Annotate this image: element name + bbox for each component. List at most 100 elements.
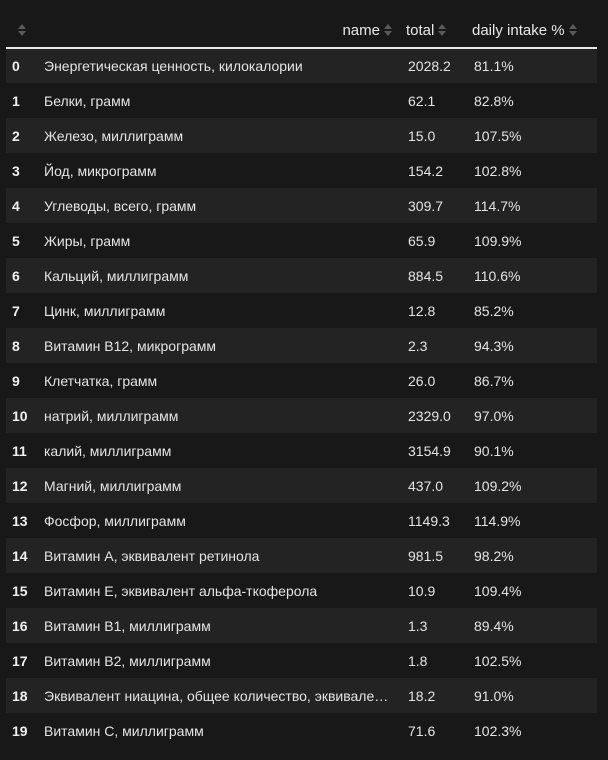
row-daily-intake-cell: 91.0% [474,687,514,704]
row-total-cell: 437.0 [408,477,444,494]
row-daily-intake-cell: 85.2% [474,302,514,319]
row-total-cell: 154.2 [408,162,444,179]
row-total-cell: 2028.2 [408,58,451,74]
table-row: 8 Витамин B12, микрограмм 2.3 94.3% [6,328,597,363]
total-header-label: total [406,22,435,39]
row-index: 8 [12,337,20,354]
total-column-header[interactable]: total [400,14,466,49]
table-row: 17 Витамин B2, миллиграмм 1.8 102.5% [6,643,597,678]
row-daily-intake-cell: 98.2% [474,547,514,564]
row-index: 11 [12,442,27,459]
row-name-cell: Кальций, миллиграмм [44,267,189,284]
row-name-cell: Клетчатка, грамм [44,372,158,389]
row-total-cell: 65.9 [408,232,436,249]
row-name-cell: Фосфор, миллиграмм [44,512,186,529]
row-total-cell: 15.0 [408,127,436,144]
sort-arrows-icon[interactable] [384,24,392,36]
row-index: 9 [12,372,20,389]
row-total-cell: 62.1 [408,92,436,109]
row-daily-intake-cell: 81.1% [474,58,514,74]
table-row: 18 Эквивалент ниацина, общее количество, … [6,678,597,713]
row-daily-intake-cell: 114.7% [474,197,521,214]
row-name-cell: Железо, миллиграмм [44,127,184,144]
row-total-cell: 309.7 [408,197,444,214]
daily-intake-column-header[interactable]: daily intake % [466,14,597,49]
table-row: 3 Йод, микрограмм 154.2 102.8% [6,153,597,188]
row-name-cell: Магний, миллиграмм [44,477,182,494]
row-index: 7 [12,302,20,319]
row-name-cell: Витамин B1, миллиграмм [44,617,211,634]
row-name-cell: Витамин Е, эквивалент альфа-ткоферола [44,582,318,599]
table-row: 7 Цинк, миллиграмм 12.8 85.2% [6,293,597,328]
row-daily-intake-cell: 82.8% [474,92,514,109]
table-header: name total daily intake % [6,14,597,49]
row-total-cell: 18.2 [408,687,436,704]
index-column-header[interactable] [6,14,36,49]
table-row: 16 Витамин B1, миллиграмм 1.3 89.4% [6,608,597,643]
row-daily-intake-cell: 89.4% [474,617,514,634]
row-total-cell: 71.6 [408,722,436,739]
sort-arrows-icon[interactable] [568,24,577,36]
row-index: 3 [12,162,20,179]
row-index: 16 [12,617,28,634]
table-row: 15 Витамин Е, эквивалент альфа-ткоферола 1… [6,573,597,608]
row-total-cell: 2329.0 [408,407,451,424]
table-row: 11 калий, миллиграмм 3154.9 90.1% [6,433,597,468]
row-daily-intake-cell: 102.3% [474,722,522,739]
row-index: 2 [12,127,20,144]
row-daily-intake-cell: 86.7% [474,372,514,389]
row-index: 10 [12,407,28,424]
sort-arrows-icon[interactable] [438,24,447,36]
row-total-cell: 26.0 [408,372,436,389]
row-name-cell: Йод, микрограмм [44,162,157,179]
row-name-cell: Белки, грамм [44,92,131,109]
table-row: 12 Магний, миллиграмм 437.0 109.2% [6,468,597,503]
table-row: 19 Витамин C, миллиграмм 71.6 102.3% [6,713,597,748]
table-row: 0 Энергетическая ценность, килокалории 202… [6,48,597,83]
row-index: 12 [12,477,28,494]
row-index: 15 [12,582,28,599]
row-daily-intake-cell: 102.5% [474,652,522,669]
row-index: 0 [12,58,20,74]
row-index: 1 [12,92,20,109]
row-total-cell: 1149.3 [408,512,450,529]
table-row: 14 Витамин А, эквивалент ретинола 981.5 98.… [6,538,597,573]
header-row: name total daily intake % [6,14,597,49]
row-daily-intake-cell: 109.4% [474,582,522,599]
row-daily-intake-cell: 94.3% [474,337,514,354]
sort-arrows-icon[interactable] [18,24,26,36]
row-index: 19 [12,722,28,739]
row-daily-intake-cell: 114.9% [474,512,521,529]
row-daily-intake-cell: 90.1% [474,442,514,459]
data-table: name total daily intake % 0 Энергетическа… [6,14,597,748]
row-index: 5 [12,232,20,249]
row-daily-intake-cell: 110.6% [474,267,521,284]
row-daily-intake-cell: 107.5% [474,127,522,144]
row-index: 17 [12,652,28,669]
name-header-label: name [342,22,380,39]
name-column-header[interactable]: name [36,14,400,49]
row-name-cell: Витамин B12, микрограмм [44,337,217,354]
row-name-cell: калий, миллиграмм [44,442,172,459]
table-row: 9 Клетчатка, грамм 26.0 86.7% [6,363,597,398]
row-name-cell: Витамин C, миллиграмм [44,722,204,739]
row-name-cell: Витамин А, эквивалент ретинола [44,547,260,564]
table-row: 13 Фосфор, миллиграмм 1149.3 114.9% [6,503,597,538]
row-total-cell: 10.9 [408,582,436,599]
row-total-cell: 2.3 [408,337,428,354]
row-total-cell: 884.5 [408,267,444,284]
row-name-cell: Энергетическая ценность, килокалории [44,58,303,74]
row-index: 14 [12,547,28,564]
table-row: 6 Кальций, миллиграмм 884.5 110.6% [6,258,597,293]
table-body: 0 Энергетическая ценность, килокалории 202… [6,48,597,748]
row-index: 13 [12,512,28,529]
table-row: 1 Белки, грамм 62.1 82.8% [6,83,597,118]
row-daily-intake-cell: 97.0% [474,407,514,424]
row-name-cell: Углеводы, всего, грамм [44,197,197,214]
row-daily-intake-cell: 109.9% [474,232,522,249]
row-name-cell: Жиры, грамм [44,232,131,249]
row-daily-intake-cell: 102.8% [474,162,522,179]
table-row: 5 Жиры, грамм 65.9 109.9% [6,223,597,258]
row-name-cell: Витамин B2, миллиграмм [44,652,211,669]
